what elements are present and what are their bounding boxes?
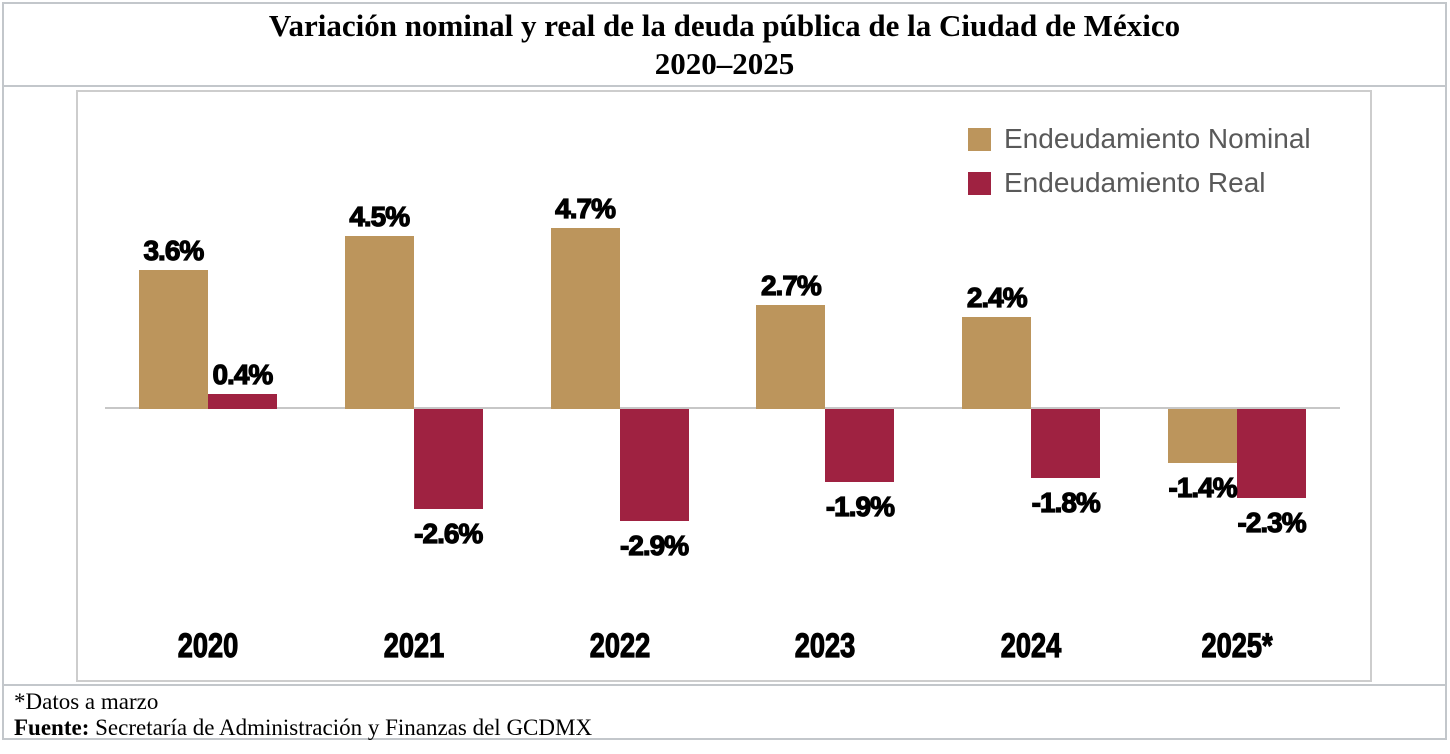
footnote-text: *Datos a marzo bbox=[14, 689, 159, 714]
bar-nominal-2022 bbox=[550, 228, 620, 409]
source-line: Fuente: Secretaría de Administración y F… bbox=[14, 715, 1447, 741]
value-label-real-2022: -2.9% bbox=[619, 529, 689, 561]
legend-swatch-real bbox=[968, 171, 991, 195]
footnote: *Datos a marzo bbox=[14, 689, 1447, 715]
bar-real-2020 bbox=[207, 393, 277, 409]
x-axis-label-2022: 2022 bbox=[589, 627, 650, 665]
source-text: Secretaría de Administración y Finanzas … bbox=[95, 715, 592, 740]
x-axis-label-2021: 2021 bbox=[383, 627, 444, 665]
value-label-real-2024: -1.8% bbox=[1031, 487, 1101, 519]
bar-nominal-2024 bbox=[962, 316, 1032, 409]
value-label-nominal-2022: 4.7% bbox=[555, 192, 617, 225]
plot-area bbox=[76, 90, 1372, 682]
chart-title-line2: 2020–2025 bbox=[654, 45, 795, 81]
value-label-nominal-2025: -1.4% bbox=[1168, 471, 1238, 503]
bar-real-2023 bbox=[825, 409, 895, 483]
legend-swatch-nominal bbox=[968, 127, 991, 151]
legend-label-real: Endeudamiento Real bbox=[1004, 167, 1266, 198]
bar-real-2021 bbox=[413, 409, 483, 510]
bar-real-2024 bbox=[1031, 409, 1101, 479]
bar-nominal-2021 bbox=[344, 235, 414, 409]
bar-nominal-2023 bbox=[756, 305, 826, 409]
x-axis-label-2024: 2024 bbox=[1000, 627, 1062, 665]
value-label-nominal-2021: 4.5% bbox=[349, 200, 411, 232]
x-axis-label-2025: 2025* bbox=[1201, 627, 1273, 665]
bar-nominal-2020 bbox=[138, 270, 208, 409]
value-label-real-2025: -2.3% bbox=[1237, 506, 1307, 538]
legend-item-nominal: Endeudamiento Nominal bbox=[968, 123, 1311, 154]
x-axis-label-2023: 2023 bbox=[795, 627, 856, 665]
legend-label-nominal: Endeudamiento Nominal bbox=[1004, 123, 1311, 154]
value-label-nominal-2020: 3.6% bbox=[143, 235, 205, 267]
zero-axis-line bbox=[105, 407, 1340, 409]
bar-real-2022 bbox=[619, 409, 689, 521]
source-label: Fuente: bbox=[14, 715, 90, 740]
x-axis-label-2020: 2020 bbox=[177, 627, 239, 665]
value-label-real-2023: -1.9% bbox=[825, 491, 895, 523]
bar-real-2025 bbox=[1237, 409, 1307, 498]
value-label-nominal-2024: 2.4% bbox=[966, 281, 1028, 313]
bar-nominal-2025 bbox=[1168, 409, 1238, 463]
chart-title-block: Variación nominal y real de la deuda púb… bbox=[2, 2, 1447, 87]
value-label-nominal-2023: 2.7% bbox=[760, 269, 822, 302]
chart-title-line1: Variación nominal y real de la deuda púb… bbox=[268, 7, 1181, 43]
legend-item-real: Endeudamiento Real bbox=[968, 167, 1311, 198]
source-text-value: Secretaría de Administración y Finanzas … bbox=[95, 715, 593, 740]
chart-footer: *Datos a marzo Fuente: Secretaría de Adm… bbox=[2, 684, 1447, 741]
value-label-real-2021: -2.6% bbox=[414, 517, 484, 550]
value-label-real-2020: 0.4% bbox=[212, 358, 274, 390]
chart-legend: Endeudamiento Nominal Endeudamiento Real bbox=[968, 123, 1311, 212]
